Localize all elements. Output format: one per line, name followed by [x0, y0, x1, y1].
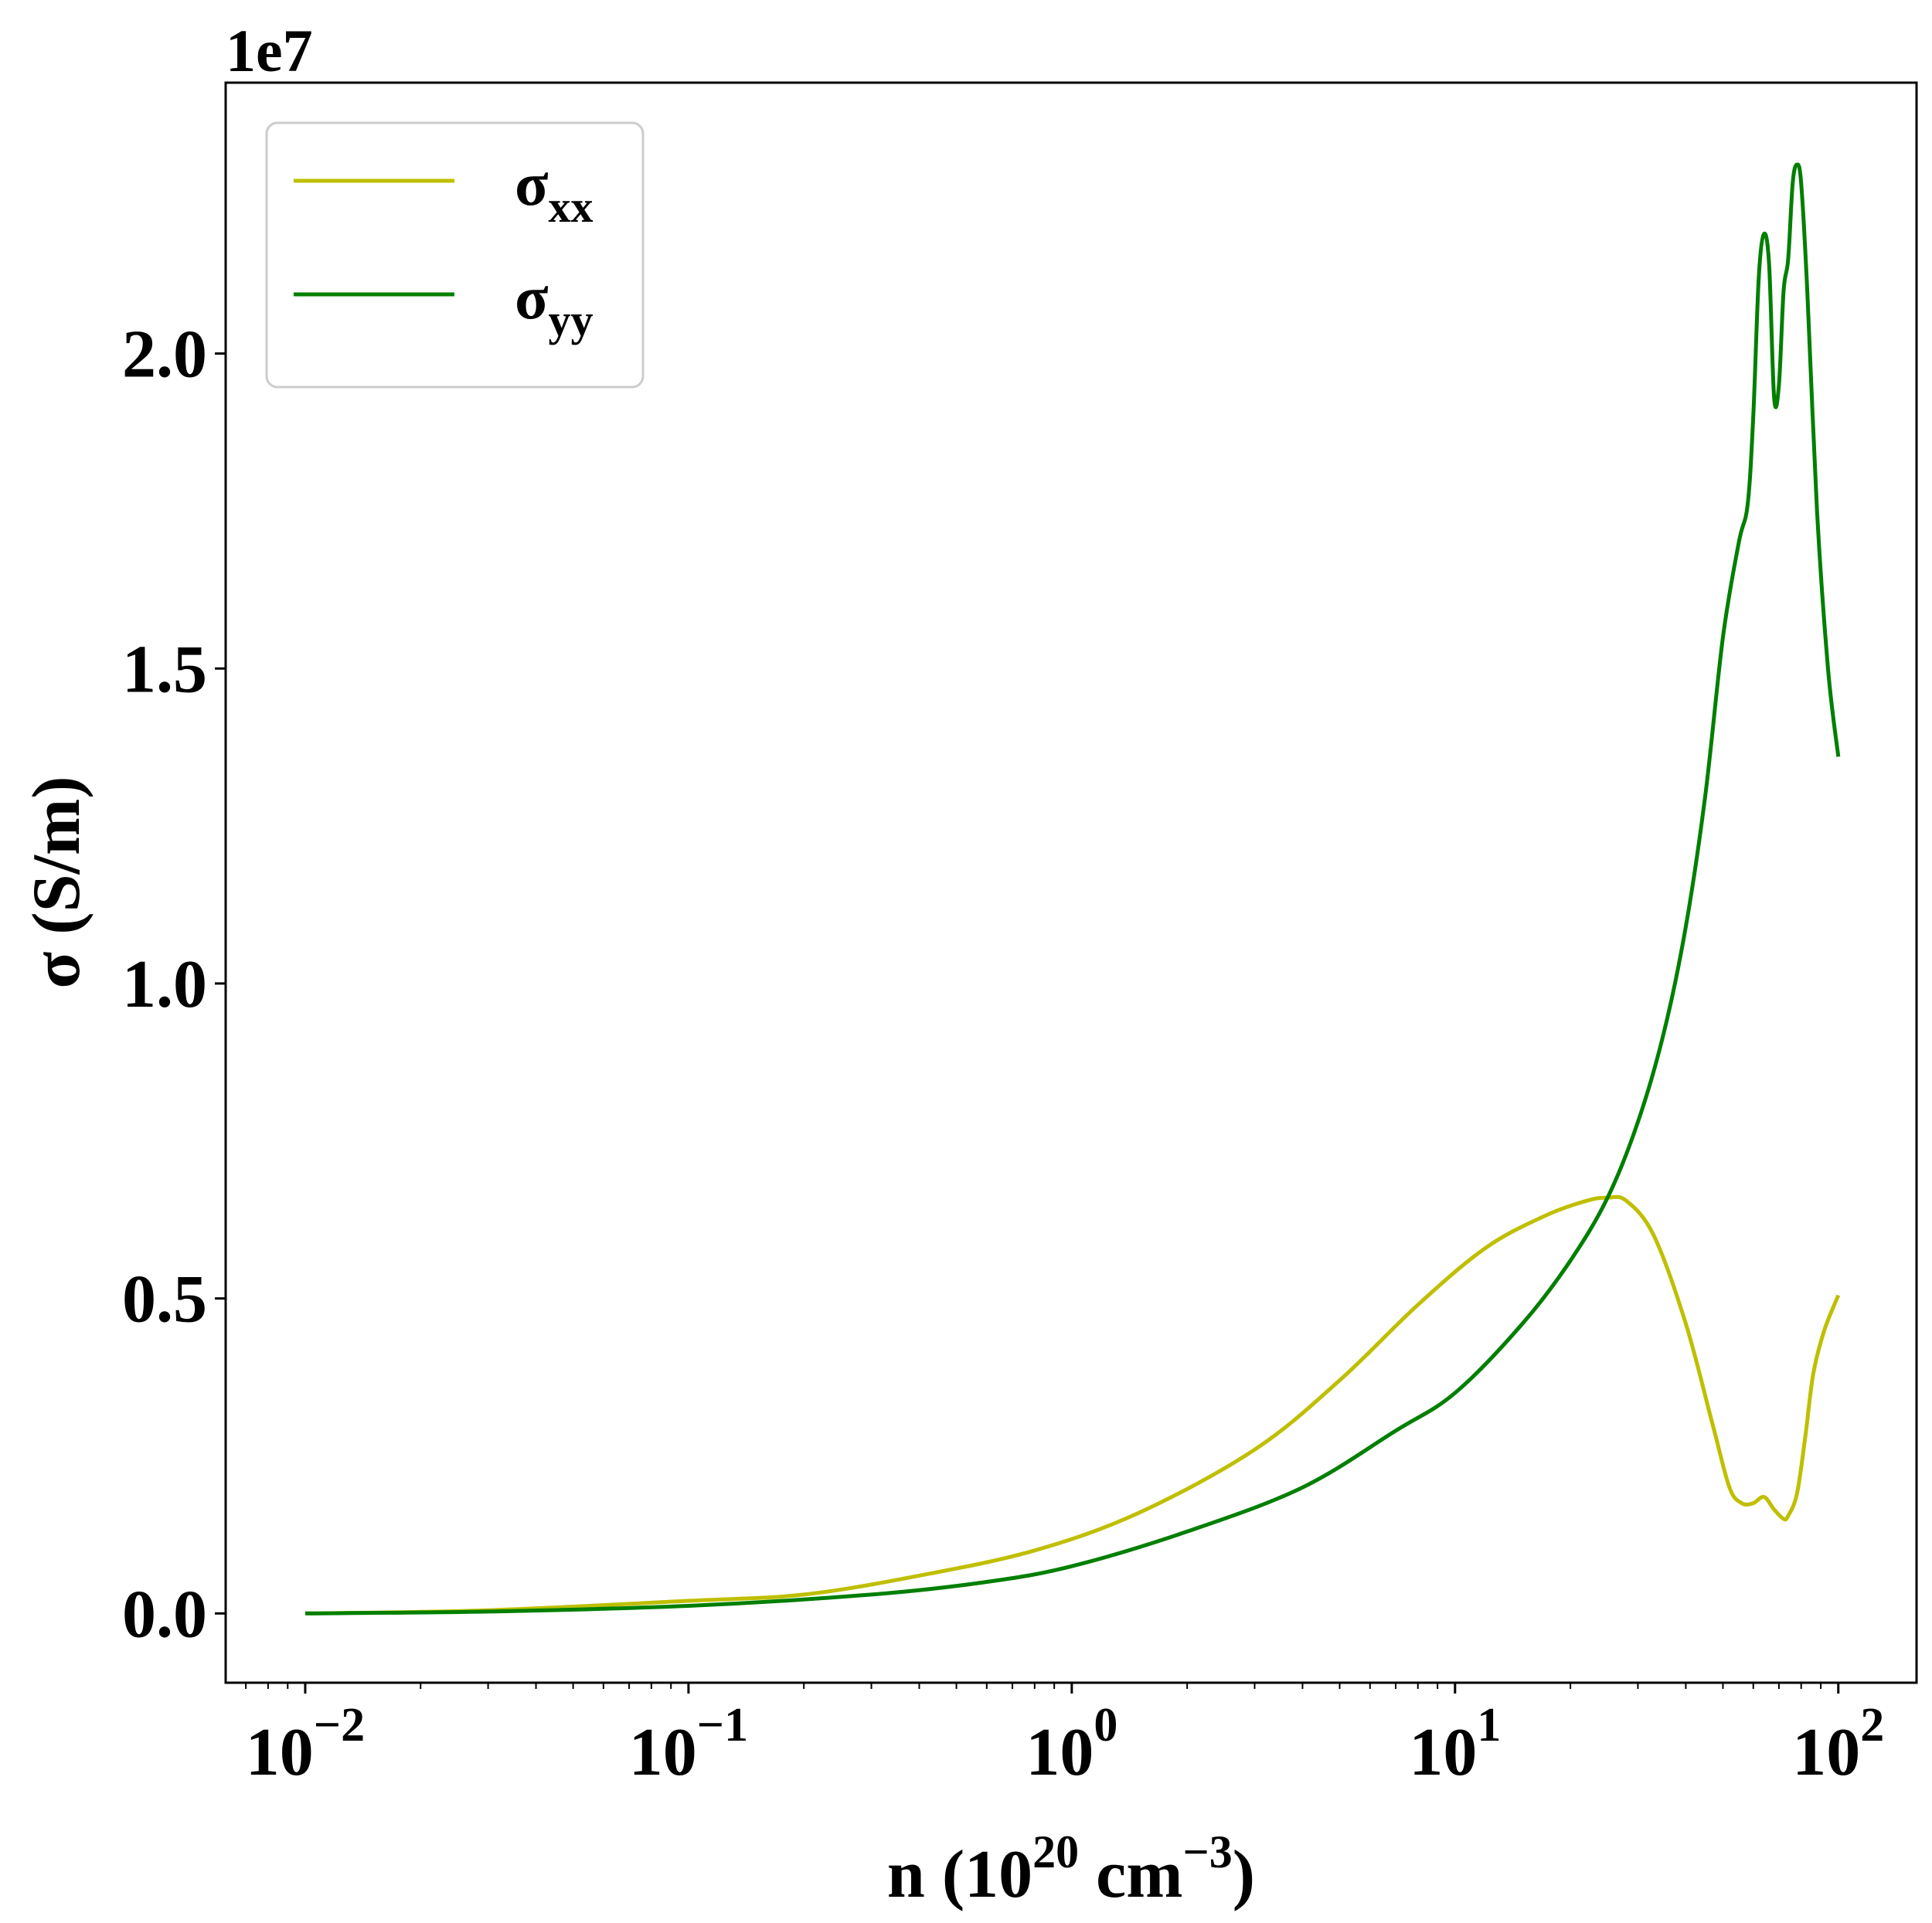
- legend-box: [265, 121, 645, 389]
- x-axis-title: n (1020 cm−3): [887, 1826, 1255, 1912]
- x-axis-ticks: 10−2 10−1 100 101 102: [245, 1683, 1884, 1790]
- y-axis-title: σ (S/m): [19, 776, 94, 988]
- x-tick-label-2: 100: [1026, 1699, 1117, 1790]
- y-tick-label-2: 1.0: [122, 947, 207, 1022]
- legend-label-syy: σyy: [515, 264, 594, 345]
- series-layer: [304, 162, 1841, 1616]
- x-tick-label-0: 10−2: [246, 1699, 365, 1790]
- series-line-0: [304, 1194, 1841, 1616]
- y-tick-label-3: 1.5: [122, 632, 207, 707]
- y-axis-ticks: 0.0 0.5 1.0 1.5 2.0: [122, 318, 226, 1652]
- y-tick-label-4: 2.0: [122, 318, 207, 392]
- legend: σxx σyy: [265, 121, 645, 389]
- legend-label-sxx: σxx: [515, 151, 594, 232]
- y-tick-label-1: 0.5: [122, 1262, 207, 1337]
- x-tick-label-1: 10−1: [629, 1699, 748, 1790]
- x-tick-label-3: 101: [1409, 1699, 1501, 1790]
- series-line-1: [304, 162, 1841, 1616]
- y-offset-text: 1e7: [226, 17, 313, 84]
- x-tick-label-4: 102: [1792, 1699, 1884, 1790]
- y-tick-label-0: 0.0: [122, 1577, 207, 1652]
